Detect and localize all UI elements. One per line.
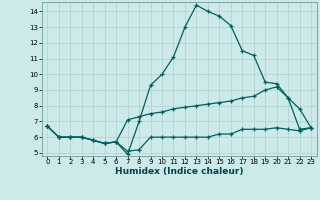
X-axis label: Humidex (Indice chaleur): Humidex (Indice chaleur): [115, 167, 244, 176]
